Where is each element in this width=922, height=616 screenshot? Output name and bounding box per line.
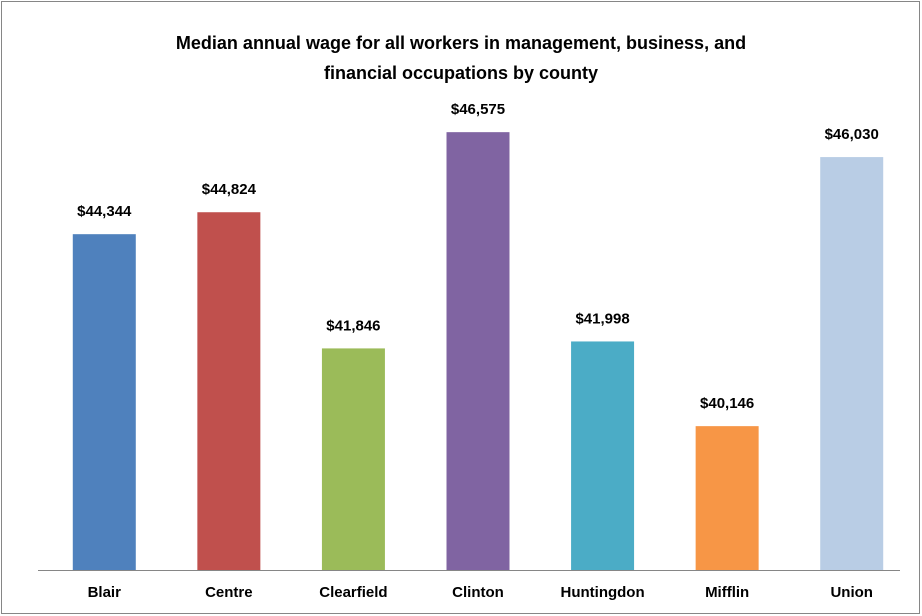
bar xyxy=(820,157,884,570)
data-label: $44,344 xyxy=(77,203,132,220)
bar xyxy=(571,341,635,570)
x-tick-label: Centre xyxy=(205,584,253,601)
x-tick-label: Clinton xyxy=(452,584,504,601)
data-label: $41,998 xyxy=(575,310,629,327)
data-label: $41,846 xyxy=(326,317,380,334)
bar xyxy=(695,426,759,570)
bar xyxy=(197,212,261,571)
data-label: $40,146 xyxy=(700,395,754,412)
chart-title: financial occupations by county xyxy=(324,63,598,83)
x-tick-label: Union xyxy=(830,584,873,601)
data-label: $46,575 xyxy=(451,101,505,118)
x-tick-label: Clearfield xyxy=(319,584,387,601)
data-label: $46,030 xyxy=(825,126,879,143)
bar xyxy=(321,348,385,570)
chart-title: Median annual wage for all workers in ma… xyxy=(176,33,746,53)
x-tick-label: Huntingdon xyxy=(561,584,645,601)
data-label: $44,824 xyxy=(202,181,257,198)
x-tick-label: Mifflin xyxy=(705,584,749,601)
bar xyxy=(72,234,136,571)
bar xyxy=(446,132,510,570)
x-tick-label: Blair xyxy=(88,584,122,601)
